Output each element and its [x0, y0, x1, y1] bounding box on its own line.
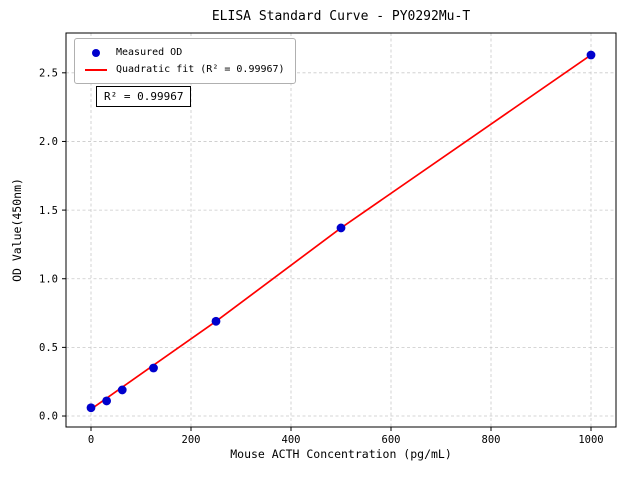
y-tick-label: 0.0	[39, 411, 58, 423]
chart-title: ELISA Standard Curve - PY0292Mu-T	[211, 9, 471, 24]
y-tick-label: 2.0	[39, 136, 58, 148]
r-squared-annotation: R² = 0.99967	[96, 86, 192, 107]
y-tick-label: 1.5	[39, 205, 58, 217]
y-tick-label: 1.0	[39, 273, 58, 285]
y-tick-label: 2.5	[39, 68, 58, 80]
data-point	[86, 403, 96, 413]
axes-frame	[65, 32, 617, 428]
data-point	[336, 223, 346, 233]
legend-swatch	[83, 68, 109, 71]
x-tick-label: 800	[482, 434, 501, 446]
data-point	[211, 316, 221, 326]
legend: Measured OD Quadratic fit (R² = 0.99967)	[74, 38, 296, 84]
x-tick-label: 1000	[578, 434, 603, 446]
y-axis-label: OD Value(450nm)	[10, 178, 24, 282]
legend-item-quadratic-fit: Quadratic fit (R² = 0.99967)	[83, 61, 285, 78]
legend-item-measured-od: Measured OD	[83, 44, 285, 61]
data-point	[117, 385, 127, 395]
x-tick-label: 400	[282, 434, 301, 446]
data-point	[102, 396, 112, 406]
data-point	[149, 363, 158, 373]
legend-label: Quadratic fit (R² = 0.99967)	[116, 64, 285, 75]
x-axis-label: Mouse ACTH Concentration (pg/mL)	[230, 447, 452, 461]
legend-swatch	[83, 48, 109, 57]
x-tick-label: 600	[382, 434, 401, 446]
line-marker-icon	[85, 68, 107, 71]
x-tick-label: 200	[182, 434, 201, 446]
x-tick-label: 0	[88, 434, 94, 446]
legend-label: Measured OD	[116, 47, 183, 58]
y-tick-label: 0.5	[39, 342, 58, 354]
scatter-marker-icon	[92, 48, 100, 57]
data-point	[586, 50, 596, 60]
